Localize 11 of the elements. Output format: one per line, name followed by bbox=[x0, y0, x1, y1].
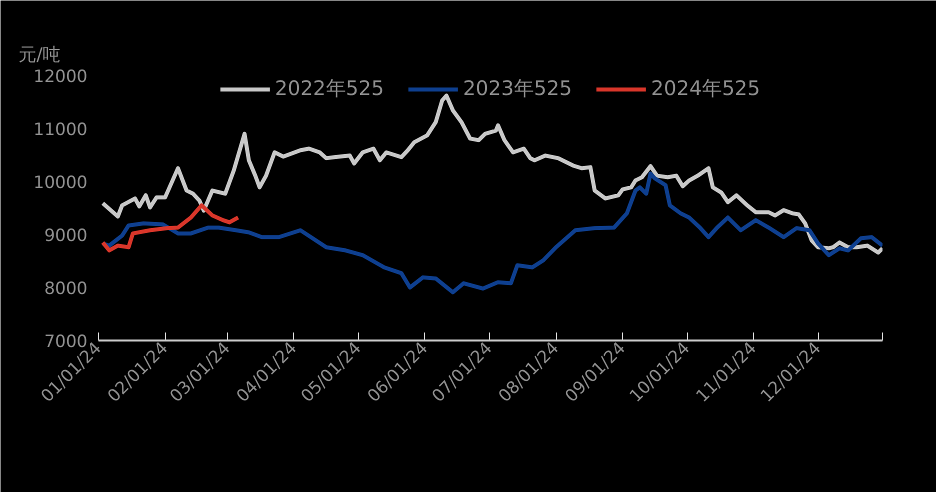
y-tick-label: 8000 bbox=[44, 279, 88, 299]
line-series bbox=[100, 203, 240, 252]
legend-label: 2022年525 bbox=[274, 75, 384, 102]
y-tick-label: 9000 bbox=[44, 226, 88, 246]
legend-label: 2023年525 bbox=[462, 75, 572, 102]
line-series bbox=[100, 172, 882, 294]
y-tick-label: 11000 bbox=[33, 120, 88, 140]
y-tick-label: 10000 bbox=[33, 173, 88, 193]
legend-label: 2024年525 bbox=[651, 75, 760, 102]
y-tick-label: 12000 bbox=[33, 67, 88, 87]
y-axis-title: 元/吨 bbox=[18, 44, 61, 66]
